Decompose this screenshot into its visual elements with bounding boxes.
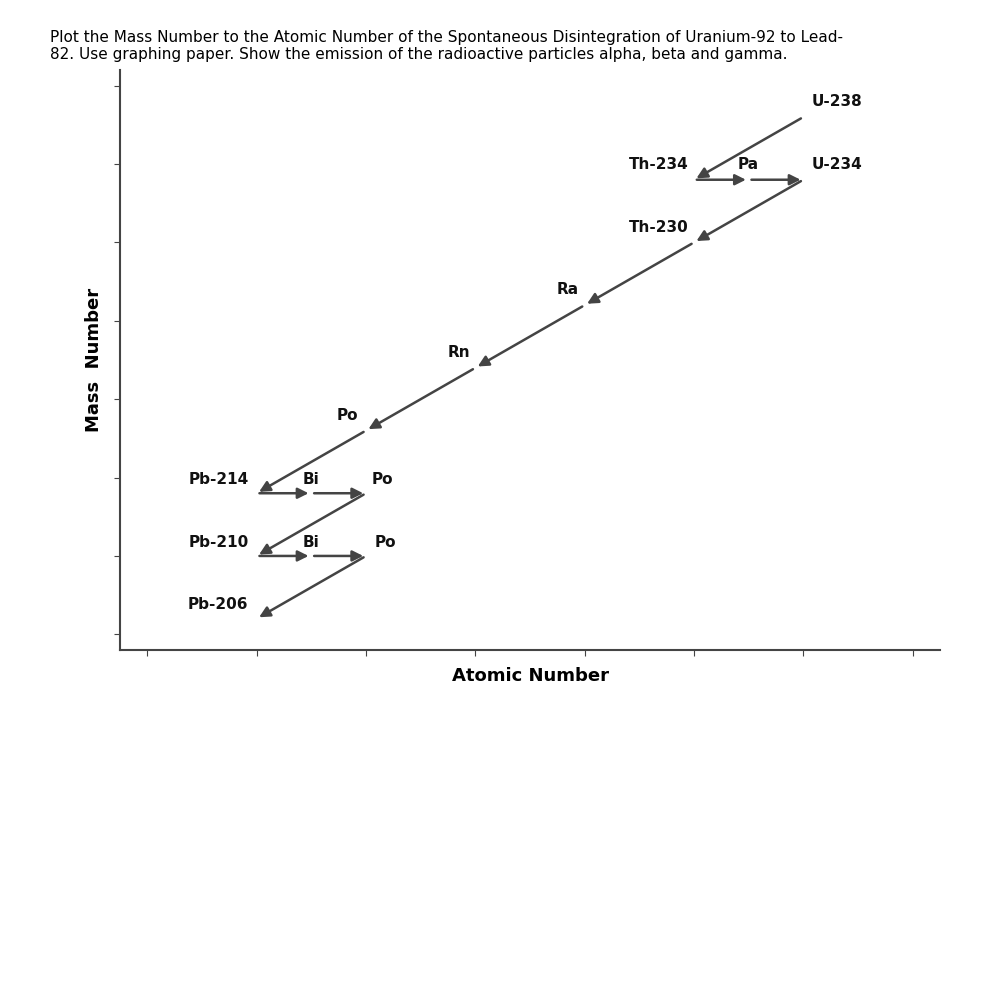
Text: Po: Po — [374, 535, 396, 550]
Text: Th-234: Th-234 — [629, 157, 689, 172]
Y-axis label: Mass  Number: Mass Number — [85, 288, 103, 432]
Text: Th-230: Th-230 — [629, 220, 689, 235]
Text: Po: Po — [336, 408, 358, 423]
Text: Pb-210: Pb-210 — [188, 535, 248, 550]
Text: U-238: U-238 — [812, 94, 862, 109]
Text: Rn: Rn — [447, 345, 470, 360]
Text: Po: Po — [371, 472, 393, 487]
Text: Pb-206: Pb-206 — [188, 597, 248, 612]
Text: Plot the Mass Number to the Atomic Number of the Spontaneous Disintegration of U: Plot the Mass Number to the Atomic Numbe… — [50, 30, 843, 62]
Text: Ra: Ra — [557, 282, 579, 297]
Text: Bi: Bi — [303, 535, 320, 550]
X-axis label: Atomic Number: Atomic Number — [452, 667, 608, 685]
Text: U-234: U-234 — [812, 157, 862, 172]
Text: Pa: Pa — [738, 157, 759, 172]
Text: Pb-214: Pb-214 — [188, 472, 248, 487]
Text: Bi: Bi — [303, 472, 320, 487]
